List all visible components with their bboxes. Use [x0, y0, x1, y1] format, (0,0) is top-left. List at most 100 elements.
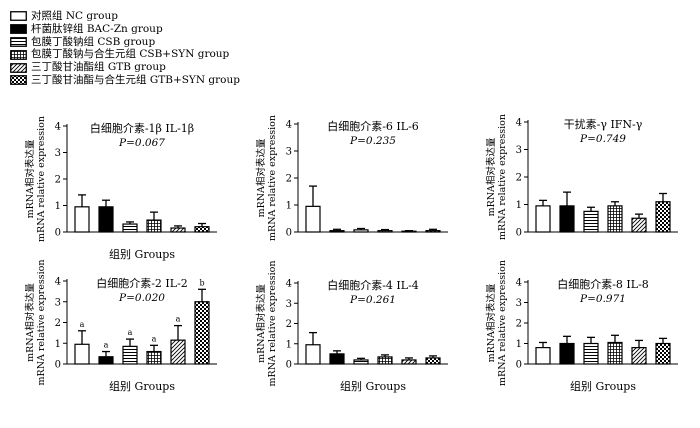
y-tick-label: 2 [516, 319, 522, 330]
y-axis-label-en: mRNA relative expression [497, 260, 508, 386]
bar [401, 359, 417, 365]
bar [655, 342, 671, 365]
significance-letter: a [152, 334, 157, 343]
chart-panel: 0 1 2 3 4 mRNA相对表达量 mRNA relative expression 白细… [24, 260, 217, 393]
legend-swatch [10, 24, 27, 35]
y-tick-label: 0 [286, 360, 292, 371]
chart-title: 干扰素-γ IFN-γ [564, 117, 643, 131]
bar [377, 230, 393, 233]
y-tick-label: 1 [55, 339, 61, 350]
y-tick-label: 2 [286, 174, 292, 185]
bar [305, 344, 321, 365]
bar [535, 347, 551, 365]
p-value: P=0.235 [349, 135, 396, 147]
y-tick-label: 0 [55, 228, 61, 239]
x-axis-label: 组别 Groups [570, 379, 636, 393]
significance-letter: a [128, 328, 133, 337]
bar [74, 206, 90, 233]
legend-swatch [10, 37, 27, 47]
bar [353, 229, 369, 233]
significance-letter: b [199, 278, 204, 287]
y-tick-label: 1 [286, 339, 292, 350]
legend-item: 杆菌肽锌组 BAC-Zn group [10, 23, 240, 36]
legend-item: 三丁酸甘油酯组 GTB group [10, 61, 240, 74]
y-axis-label-cn: mRNA相对表达量 [24, 283, 36, 362]
y-tick-label: 3 [55, 148, 61, 159]
bar [583, 210, 599, 233]
y-tick-label: 1 [516, 200, 522, 211]
significance-letter: a [80, 320, 85, 329]
legend-item: 三丁酸甘油酯与合生元组 GTB+SYN group [10, 74, 240, 87]
bar [170, 227, 186, 233]
bar [170, 339, 186, 365]
y-tick-label: 0 [516, 228, 522, 239]
y-axis-label-en: mRNA relative expression [267, 115, 278, 241]
y-axis-label-en: mRNA relative expression [497, 114, 508, 240]
y-tick-label: 2 [516, 173, 522, 184]
chart-panel: 0 1 2 3 4 mRNA相对表达量 mRNA relative expression 白细… [24, 116, 217, 261]
legend-label: 包膜丁酸钠组 CSB group [31, 35, 156, 48]
bar [146, 219, 162, 233]
chart-title: 白细胞介素-1β IL-1β [90, 121, 194, 135]
x-axis-label: 组别 Groups [109, 247, 175, 261]
y-axis-label-en: mRNA relative expression [267, 261, 278, 387]
y-tick-label: 4 [286, 279, 292, 290]
chart-title: 白细胞介素-2 IL-2 [96, 276, 188, 290]
bar [146, 350, 162, 365]
bar [631, 217, 647, 233]
bar [655, 201, 671, 233]
y-tick-label: 3 [516, 145, 522, 156]
bar [74, 343, 90, 365]
chart-title: 白细胞介素-6 IL-6 [327, 119, 419, 133]
y-tick-label: 4 [55, 122, 61, 133]
bar [559, 205, 575, 233]
p-value: P=0.971 [579, 293, 626, 305]
legend-swatch [10, 49, 27, 60]
bar [401, 230, 417, 233]
y-axis-label-cn: mRNA相对表达量 [485, 283, 497, 362]
y-tick-label: 3 [286, 147, 292, 158]
x-axis-label: 组别 Groups [109, 379, 175, 393]
y-tick-label: 2 [55, 318, 61, 329]
p-value: P=0.067 [118, 137, 165, 149]
legend-label: 三丁酸甘油酯与合生元组 GTB+SYN group [31, 73, 240, 86]
legend-label: 包膜丁酸钠与合生元组 CSB+SYN group [31, 48, 230, 61]
bar [377, 356, 393, 365]
bar [559, 342, 575, 365]
y-tick-label: 4 [516, 278, 522, 289]
legend-label: 杆菌肽锌组 BAC-Zn group [31, 22, 163, 35]
y-tick-label: 0 [286, 228, 292, 239]
legend: 对照组 NC group 杆菌肽锌组 BAC-Zn group 包膜丁酸钠组 CSB… [10, 10, 240, 87]
legend-swatch [10, 75, 27, 86]
bar [98, 206, 114, 233]
p-value: P=0.261 [349, 294, 396, 306]
bar [305, 205, 321, 233]
y-tick-label: 0 [55, 360, 61, 371]
bar [425, 230, 441, 233]
bar [425, 357, 441, 365]
legend-item: 包膜丁酸钠与合生元组 CSB+SYN group [10, 48, 240, 61]
legend-swatch [10, 11, 27, 22]
y-axis-label-cn: mRNA相对表达量 [255, 284, 267, 363]
y-tick-label: 3 [286, 299, 292, 310]
bar [607, 341, 623, 365]
y-tick-label: 0 [516, 360, 522, 371]
chart-panel: 0 1 2 3 4 mRNA相对表达量 mRNA relative expression 白细… [255, 115, 448, 241]
y-axis-label-cn: mRNA相对表达量 [24, 139, 36, 218]
y-tick-label: 3 [516, 298, 522, 309]
bar [98, 356, 114, 365]
y-tick-label: 4 [516, 118, 522, 129]
legend-label: 三丁酸甘油酯组 GTB group [31, 61, 166, 74]
p-value: P=0.020 [118, 292, 165, 304]
y-tick-label: 1 [516, 339, 522, 350]
legend-item: 包膜丁酸钠组 CSB group [10, 36, 240, 49]
y-tick-label: 1 [286, 201, 292, 212]
y-tick-label: 2 [286, 319, 292, 330]
chart-panel: 0 1 2 3 4 mRNA相对表达量 mRNA relative expression 干扰… [485, 114, 678, 240]
chart-title: 白细胞介素-4 IL-4 [327, 278, 419, 292]
significance-letter: a [104, 341, 109, 350]
chart-title: 白细胞介素-8 IL-8 [557, 277, 649, 291]
y-axis-label-cn: mRNA相对表达量 [255, 138, 267, 217]
bar [122, 223, 138, 233]
